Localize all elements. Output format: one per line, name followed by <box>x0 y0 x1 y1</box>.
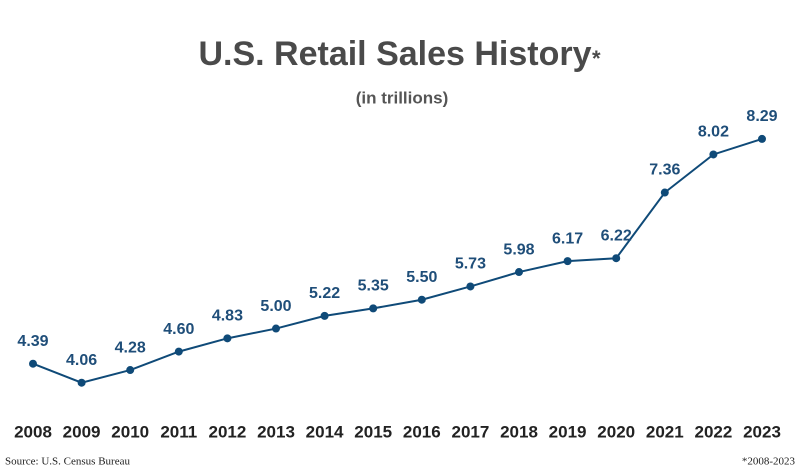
x-tick-label: 2018 <box>500 422 538 441</box>
x-tick-label: 2013 <box>257 422 295 441</box>
point <box>660 188 669 197</box>
point <box>174 347 183 356</box>
point <box>29 359 37 368</box>
data-label: 5.73 <box>455 256 486 273</box>
point <box>515 268 523 277</box>
data-label: 4.28 <box>115 339 146 356</box>
note: *2008-2023 <box>742 456 796 468</box>
point <box>612 254 621 263</box>
data-label: 5.00 <box>260 298 291 315</box>
point <box>709 150 718 159</box>
x-tick-label: 2012 <box>208 422 246 441</box>
x-tick-label: 2021 <box>646 422 684 441</box>
point <box>369 304 378 313</box>
point <box>466 282 475 291</box>
data-label: 5.50 <box>406 269 437 286</box>
x-tick-label: 2010 <box>111 422 149 441</box>
x-tick-label: 2022 <box>694 422 732 441</box>
chart-subtitle: (in trillions) <box>356 88 449 107</box>
x-tick-label: 2015 <box>354 422 392 441</box>
point <box>563 257 572 266</box>
data-label: 6.17 <box>552 230 583 247</box>
point <box>126 366 135 375</box>
line <box>32 137 763 384</box>
data-label: 5.22 <box>309 285 340 302</box>
title-mark: * <box>592 46 601 71</box>
data-label: 8.02 <box>698 124 729 141</box>
data-label: 4.60 <box>163 321 194 338</box>
point <box>417 295 426 304</box>
data-label: 4.39 <box>17 333 48 350</box>
data-label: 6.22 <box>601 227 632 244</box>
point <box>758 134 766 143</box>
data-label: 4.06 <box>66 352 97 369</box>
data-label: 5.35 <box>358 278 389 295</box>
x-tick-label: 2020 <box>597 422 635 441</box>
x-tick-label: 2023 <box>743 422 781 441</box>
data-label: 4.83 <box>212 308 243 325</box>
source: Source: U.S. Census Bureau <box>5 456 130 468</box>
x-tick-label: 2014 <box>306 422 344 441</box>
point <box>77 378 86 387</box>
data-label: 7.36 <box>649 162 680 179</box>
point <box>320 311 329 320</box>
x-tick-label: 2016 <box>403 422 441 441</box>
chart-title: U.S. Retail Sales History <box>198 35 591 73</box>
data-label: 5.98 <box>503 241 534 258</box>
x-tick-label: 2008 <box>14 422 52 441</box>
x-tick-label: 2009 <box>63 422 101 441</box>
x-tick-label: 2019 <box>549 422 587 441</box>
x-tick-label: 2017 <box>451 422 489 441</box>
data-label: 8.29 <box>746 108 777 125</box>
point <box>272 324 280 333</box>
point <box>223 334 232 343</box>
x-tick-label: 2011 <box>160 422 197 441</box>
